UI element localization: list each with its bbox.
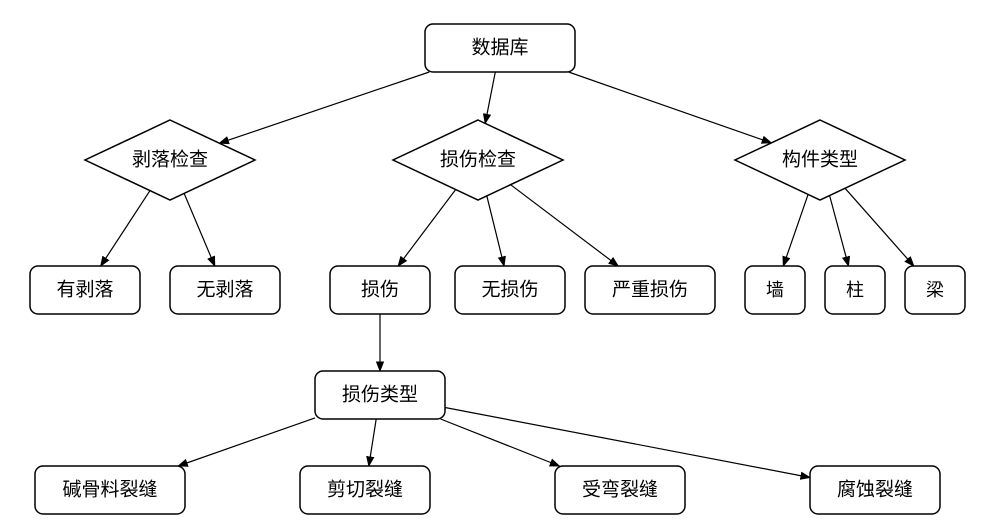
- edge: [398, 190, 456, 267]
- node-label: 严重损伤: [612, 279, 688, 301]
- node-spall_y: 有剥落: [30, 266, 140, 314]
- edge: [830, 196, 849, 267]
- node-comp_c: 柱: [825, 266, 885, 314]
- node-label: 数据库: [471, 37, 528, 59]
- node-label: 无剥落: [196, 279, 253, 301]
- node-label: 有剥落: [56, 279, 113, 301]
- node-dmg_y: 损伤: [330, 266, 430, 314]
- node-crack_c: 腐蚀裂缝: [810, 466, 940, 514]
- edge: [783, 194, 808, 266]
- node-dmg_type: 损伤类型: [315, 371, 445, 419]
- node-label: 损伤类型: [342, 384, 418, 406]
- node-label: 损伤检查: [440, 149, 516, 171]
- node-label: 剥落检查: [132, 149, 208, 171]
- node-label: 腐蚀裂缝: [837, 479, 913, 501]
- edge: [487, 196, 504, 266]
- node-label: 构件类型: [782, 149, 858, 171]
- node-spall: 剥落检查: [85, 120, 255, 200]
- node-crack_a: 碱骨料裂缝: [35, 466, 185, 514]
- flowchart-canvas: 数据库剥落检查 损伤检查 构件类型有剥落 无剥落 损伤 无损伤 严重损伤 墙 柱 梁损伤类型碱骨料…: [0, 0, 1000, 525]
- edge: [369, 419, 376, 466]
- edge: [569, 72, 772, 143]
- node-root: 数据库: [425, 24, 575, 72]
- node-label: 损伤: [361, 279, 399, 301]
- node-crack_s: 剪切裂缝: [300, 466, 430, 514]
- edge: [101, 191, 150, 266]
- edge: [485, 72, 495, 123]
- edge: [184, 193, 215, 266]
- node-label: 无损伤: [481, 279, 538, 301]
- node-label: 墙: [766, 280, 784, 300]
- node-label: 柱: [846, 280, 864, 300]
- edge: [511, 185, 619, 266]
- node-crack_b: 受弯裂缝: [555, 466, 685, 514]
- node-damage: 损伤检查: [393, 120, 563, 200]
- edge: [219, 72, 429, 143]
- node-comp_b: 梁: [905, 266, 965, 314]
- node-layer: 数据库剥落检查 损伤检查 构件类型有剥落 无剥落 损伤 无损伤 严重损伤 墙 柱 梁损伤类型碱骨料…: [30, 24, 965, 514]
- node-comp: 构件类型: [735, 120, 905, 200]
- node-label: 剪切裂缝: [327, 479, 403, 501]
- node-label: 受弯裂缝: [582, 479, 658, 501]
- node-spall_n: 无剥落: [170, 266, 280, 314]
- node-dmg_s: 严重损伤: [585, 266, 715, 314]
- edge: [845, 188, 914, 266]
- node-label: 碱骨料裂缝: [62, 479, 157, 501]
- edge: [178, 418, 315, 466]
- node-comp_w: 墙: [745, 266, 805, 314]
- node-dmg_n: 无损伤: [455, 266, 565, 314]
- node-label: 梁: [926, 280, 944, 300]
